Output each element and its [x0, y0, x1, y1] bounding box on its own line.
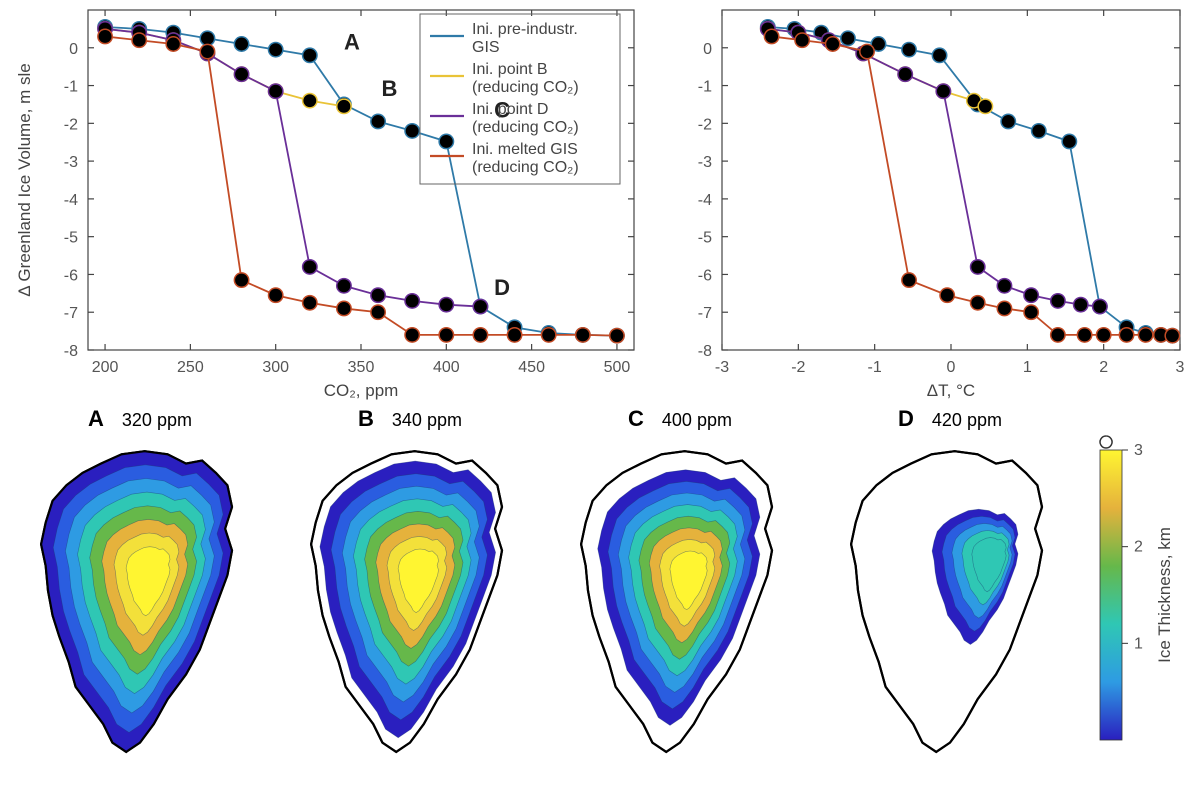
svg-text:-3: -3 [698, 154, 712, 171]
svg-text:-2: -2 [791, 359, 805, 376]
svg-text:-2: -2 [64, 116, 78, 133]
map-ppm: 420 ppm [932, 410, 1002, 430]
svg-text:0: 0 [947, 359, 956, 376]
svg-text:D: D [494, 275, 510, 300]
svg-text:Ini. pre-industr.: Ini. pre-industr. [472, 21, 578, 38]
svg-text:450: 450 [518, 359, 545, 376]
map-label: C [628, 406, 644, 431]
svg-text:-2: -2 [698, 116, 712, 133]
svg-text:1: 1 [1023, 359, 1032, 376]
svg-text:-7: -7 [698, 305, 712, 322]
co2-panel: 200 250 300 350 400 450 500 -8 -7 -6 -5 -4 -3 -2 -1 0 CO… [0, 0, 660, 400]
svg-text:CO₂, ppm: CO₂, ppm [324, 381, 399, 400]
map-label: D [898, 406, 914, 431]
map-label: A [88, 406, 104, 431]
svg-text:500: 500 [604, 359, 631, 376]
svg-text:200: 200 [92, 359, 119, 376]
svg-text:GIS: GIS [472, 39, 500, 56]
svg-text:1: 1 [1134, 635, 1143, 652]
svg-text:Ini. point D: Ini. point D [472, 101, 548, 118]
colorbar: 1 2 3 Ice Thickness, km [1080, 400, 1190, 780]
svg-text:250: 250 [177, 359, 204, 376]
svg-text:-8: -8 [698, 343, 712, 360]
svg-text:-1: -1 [868, 359, 882, 376]
svg-text:-5: -5 [64, 230, 78, 247]
svg-text:Δ Greenland Ice Volume, m sle: Δ Greenland Ice Volume, m sle [15, 63, 34, 296]
svg-text:Ice Thickness, km: Ice Thickness, km [1155, 527, 1174, 663]
map-A: A 320 ppm [10, 400, 270, 780]
svg-text:-3: -3 [64, 154, 78, 171]
svg-text:B: B [381, 76, 397, 101]
svg-text:A: A [344, 30, 360, 55]
map-row: A 320 ppm B 340 ppm C 400 ppm D 420 ppm 1 2 3 I… [0, 400, 1200, 800]
svg-text:-7: -7 [64, 305, 78, 322]
svg-text:2: 2 [1099, 359, 1108, 376]
svg-text:2: 2 [1134, 539, 1143, 556]
svg-text:(reducing CO₂): (reducing CO₂) [472, 159, 579, 176]
svg-text:-6: -6 [64, 267, 78, 284]
svg-text:-8: -8 [64, 343, 78, 360]
svg-text:-1: -1 [698, 79, 712, 96]
svg-text:350: 350 [348, 359, 375, 376]
svg-text:-5: -5 [698, 230, 712, 247]
svg-text:0: 0 [703, 41, 712, 58]
svg-text:ΔT, °C: ΔT, °C [927, 381, 975, 400]
svg-text:0: 0 [69, 41, 78, 58]
svg-text:3: 3 [1176, 359, 1185, 376]
svg-text:300: 300 [262, 359, 289, 376]
svg-text:Ini. melted GIS: Ini. melted GIS [472, 141, 578, 158]
svg-text:-4: -4 [64, 192, 78, 209]
map-ppm: 340 ppm [392, 410, 462, 430]
map-D: D 420 ppm [820, 400, 1080, 780]
map-C: C 400 ppm [550, 400, 810, 780]
deltaT-panel: -3 -2 -1 0 1 2 3 -8 -7 -6 -5 -4 -3 -2 -1 0 ΔT, °C [660, 0, 1200, 400]
map-ppm: 320 ppm [122, 410, 192, 430]
map-ppm: 400 ppm [662, 410, 732, 430]
svg-text:Ini. point B: Ini. point B [472, 61, 548, 78]
svg-text:400: 400 [433, 359, 460, 376]
svg-text:-6: -6 [698, 267, 712, 284]
svg-text:-4: -4 [698, 192, 712, 209]
svg-text:3: 3 [1134, 442, 1143, 459]
svg-text:-3: -3 [715, 359, 729, 376]
svg-text:(reducing CO₂): (reducing CO₂) [472, 79, 579, 96]
svg-text:-1: -1 [64, 79, 78, 96]
map-B: B 340 ppm [280, 400, 540, 780]
map-label: B [358, 406, 374, 431]
svg-text:(reducing CO₂): (reducing CO₂) [472, 119, 579, 136]
